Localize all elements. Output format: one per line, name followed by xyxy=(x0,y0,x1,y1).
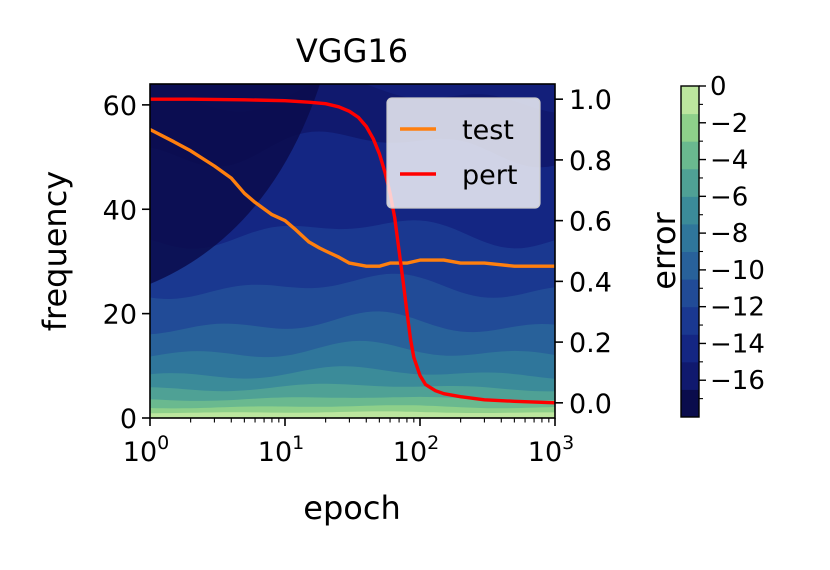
y-left-tick-label-2: 40 xyxy=(103,195,137,226)
colorbar-segment-4 xyxy=(681,279,699,308)
colorbar-segment-7 xyxy=(681,196,699,225)
y-right-tick-label-0: 0.0 xyxy=(569,389,612,420)
y-axis-label-left: frequency xyxy=(36,171,74,332)
colorbar-segment-10 xyxy=(681,113,699,142)
x-tick-label-2: 102 xyxy=(393,432,439,468)
colorbar-segment-0 xyxy=(681,389,699,418)
y-right-tick-label-1: 0.2 xyxy=(569,328,612,359)
series-line-test xyxy=(150,127,555,268)
colorbar-tick-label-2: −4 xyxy=(710,146,748,176)
y-left-tick-label-1: 20 xyxy=(103,300,137,331)
y-right-tick-label-5: 1.0 xyxy=(569,85,612,116)
colorbar-tick-label-5: −10 xyxy=(710,256,765,286)
colorbar-segment-8 xyxy=(681,168,699,197)
y-axis-left: 0 20 40 60 xyxy=(103,91,150,435)
colorbar-tick-label-1: −2 xyxy=(710,109,748,139)
x-tick-label-0: 100 xyxy=(123,432,169,468)
legend: test pert xyxy=(386,97,541,209)
legend-label-pert: pert xyxy=(462,160,517,191)
legend-label-test: test xyxy=(462,115,514,146)
y-right-tick-label-4: 0.8 xyxy=(569,146,612,177)
colorbar-tick-label-6: −12 xyxy=(710,293,765,323)
colorbar-segment-6 xyxy=(681,223,699,252)
colorbar-tick-label-8: −16 xyxy=(710,366,765,396)
contour-band-11 xyxy=(150,411,555,418)
colorbar-tick-label-0: 0 xyxy=(710,72,727,102)
chart-title: VGG16 xyxy=(296,32,408,70)
x-tick-label-3: 103 xyxy=(528,432,574,468)
y-right-tick-label-2: 0.4 xyxy=(569,267,612,298)
colorbar-segment-3 xyxy=(681,306,699,335)
colorbar-segment-11 xyxy=(681,86,699,115)
colorbar: 0 −2 −4 −6 −8 −10 −12 −14 −16 xyxy=(680,72,765,418)
x-tick-label-1: 101 xyxy=(258,432,304,468)
plot-frame xyxy=(149,83,556,419)
y-left-tick-label-0: 0 xyxy=(120,404,137,435)
colorbar-segment-1 xyxy=(681,361,699,390)
colorbar-segment-5 xyxy=(681,251,699,280)
colorbar-segment-2 xyxy=(681,334,699,363)
colorbar-tick-label-7: −14 xyxy=(710,329,765,359)
x-axis-label: epoch xyxy=(303,489,400,527)
legend-box xyxy=(386,97,541,209)
y-axis-right: 0.0 0.2 0.4 0.6 0.8 1.0 xyxy=(555,85,612,420)
colorbar-segment-9 xyxy=(681,141,699,170)
colorbar-tick-label-4: −8 xyxy=(710,219,748,249)
colorbar-tick-label-3: −6 xyxy=(710,182,748,212)
colorbar-label: error xyxy=(645,211,683,289)
y-left-tick-label-3: 60 xyxy=(103,91,137,122)
x-axis: 100 101 102 103 xyxy=(123,418,574,468)
y-right-tick-label-3: 0.6 xyxy=(569,207,612,238)
